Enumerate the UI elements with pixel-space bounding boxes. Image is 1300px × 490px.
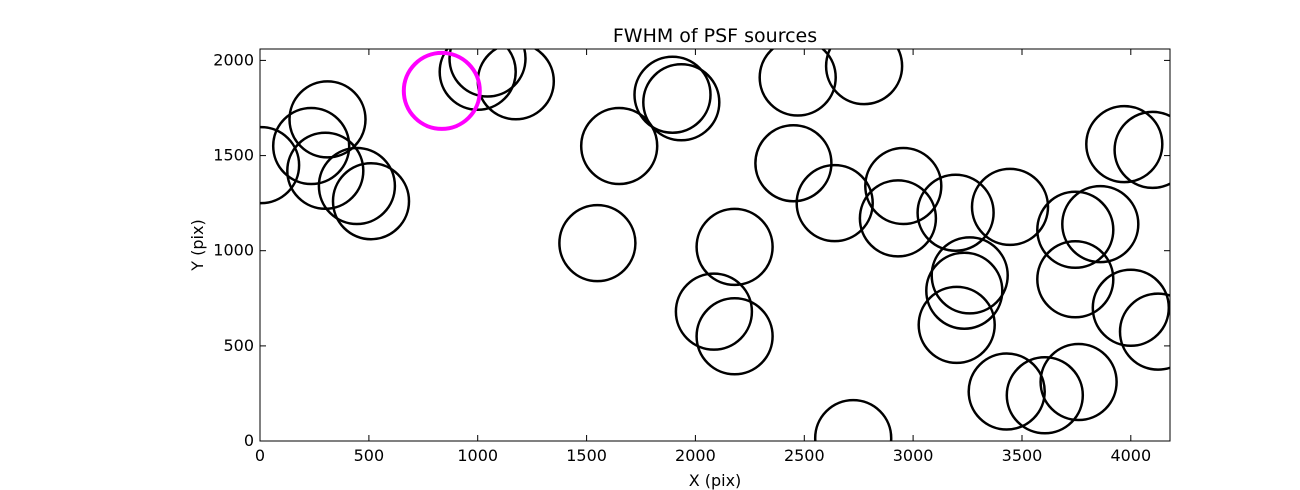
x-axis-label: X (pix) bbox=[689, 471, 742, 490]
y-tick-label: 1000 bbox=[213, 241, 254, 260]
x-tick-label: 0 bbox=[255, 446, 265, 465]
source-circle bbox=[476, 49, 556, 121]
source-circle bbox=[813, 398, 893, 441]
chart-title: FWHM of PSF sources bbox=[613, 25, 817, 47]
source-circle bbox=[758, 49, 837, 117]
source-circle bbox=[1118, 292, 1170, 371]
source-circle bbox=[288, 80, 367, 159]
source-circle bbox=[1113, 110, 1170, 190]
y-tick-label: 500 bbox=[223, 336, 254, 355]
x-tick-label: 2000 bbox=[675, 446, 716, 465]
source-circle bbox=[864, 146, 943, 226]
source-circle bbox=[1085, 104, 1164, 184]
source-circle bbox=[930, 236, 1009, 315]
y-tick-label: 1500 bbox=[213, 146, 254, 165]
source-circle bbox=[824, 49, 904, 106]
plot-area bbox=[260, 49, 1170, 441]
source-circle bbox=[695, 297, 774, 376]
source-circle bbox=[558, 203, 637, 283]
highlighted-source-circle bbox=[401, 50, 482, 131]
source-circle bbox=[1091, 268, 1170, 348]
y-tick-label: 0 bbox=[244, 431, 254, 450]
source-circle bbox=[970, 167, 1050, 247]
x-tick-label: 1000 bbox=[457, 446, 498, 465]
source-circle bbox=[916, 173, 995, 252]
source-circle bbox=[925, 251, 1004, 330]
source-circle bbox=[917, 285, 996, 365]
source-circle bbox=[260, 125, 301, 205]
source-circle bbox=[967, 352, 1046, 431]
source-circle bbox=[331, 161, 411, 241]
x-tick-label: 2500 bbox=[784, 446, 825, 465]
source-circle bbox=[448, 49, 527, 98]
source-circle bbox=[271, 106, 351, 186]
x-tick-label: 4000 bbox=[1110, 446, 1151, 465]
x-tick-label: 1500 bbox=[566, 446, 607, 465]
source-circle bbox=[674, 272, 754, 351]
axis-ticks: 0 500 1000 1500 2000 2500 3000 3500 4000 0 500 1000… bbox=[213, 49, 1170, 465]
x-tick-label: 500 bbox=[354, 446, 385, 465]
source-circle bbox=[1036, 240, 1115, 319]
source-circle bbox=[1039, 342, 1118, 422]
source-circle bbox=[1036, 190, 1115, 270]
y-tick-label: 2000 bbox=[213, 50, 254, 69]
source-circle bbox=[695, 207, 774, 287]
source-circle bbox=[795, 163, 874, 243]
x-tick-label: 3500 bbox=[1002, 446, 1043, 465]
source-circle bbox=[438, 49, 517, 112]
x-tick-label: 3000 bbox=[893, 446, 934, 465]
source-circle bbox=[633, 55, 712, 134]
source-circle bbox=[642, 63, 721, 142]
plot-frame bbox=[259, 48, 1171, 442]
source-circle bbox=[579, 106, 659, 186]
source-circle bbox=[858, 179, 938, 258]
source-circle bbox=[1005, 356, 1085, 435]
source-circle bbox=[317, 146, 397, 226]
y-axis-label: Y (pix) bbox=[188, 219, 207, 271]
source-circle bbox=[754, 123, 833, 203]
source-circle bbox=[1061, 184, 1140, 264]
